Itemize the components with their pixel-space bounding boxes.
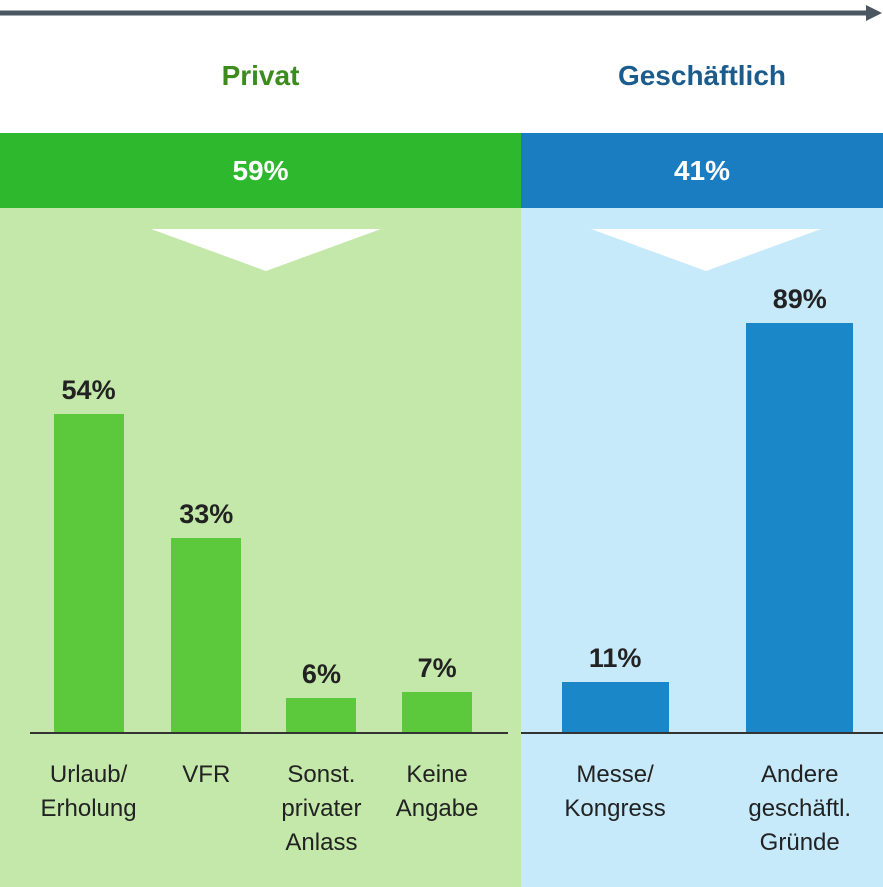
category-label: Keine Angabe (395, 761, 479, 822)
panel-title: Geschäftlich (617, 60, 787, 91)
value-label: 7% (417, 652, 457, 683)
share-band (0, 133, 521, 208)
category-label: VFR (182, 761, 231, 788)
baseline (520, 732, 883, 734)
value-label: 6% (301, 658, 341, 689)
bar (171, 537, 242, 733)
bar (53, 413, 124, 733)
value-label: 89% (772, 283, 827, 314)
pointer-triangle (150, 229, 381, 271)
bar (402, 691, 473, 733)
category-label: Andere geschäftl. Gründe (748, 761, 852, 856)
baseline (30, 732, 508, 734)
category-label: Urlaub/ Erholung (40, 761, 137, 822)
share-label: 41% (673, 155, 731, 186)
share-label: 59% (232, 155, 289, 186)
bar (746, 322, 854, 733)
value-label: 54% (61, 374, 116, 405)
share-band (520, 133, 883, 208)
arrow (0, 5, 882, 21)
category-label: Sonst. privater Anlass (281, 761, 362, 856)
panel-title: Privat (221, 60, 300, 91)
value-label: 33% (179, 498, 234, 529)
value-label: 11% (588, 643, 642, 674)
pointer-triangle (590, 229, 821, 271)
bar (561, 682, 669, 733)
bar (286, 697, 357, 733)
category-label: Messe/ Kongress (564, 761, 666, 822)
